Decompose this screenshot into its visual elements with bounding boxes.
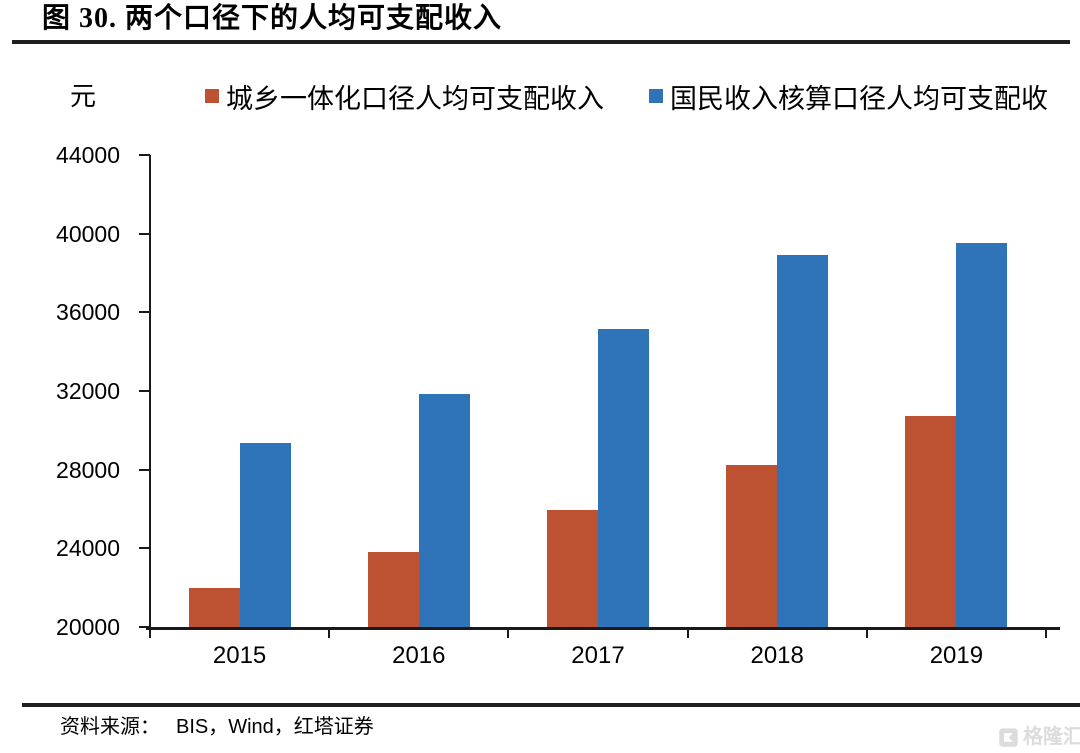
y-tick-label: 32000	[56, 378, 120, 404]
x-axis-tick	[865, 627, 868, 638]
legend-item-series2: 国民收入核算口径人均可支配收	[649, 80, 1048, 114]
y-tick-label: 44000	[56, 142, 120, 168]
y-tick-label: 24000	[56, 535, 120, 562]
bar-series2-2019	[956, 242, 1008, 627]
figure-title: 图 30. 两个口径下的人均可支配收入	[42, 3, 503, 34]
legend-item-series1: 城乡一体化口径人均可支配收入	[205, 80, 604, 114]
y-axis-tick	[139, 390, 150, 392]
source-text: BIS，Wind，红塔证券	[176, 716, 374, 738]
watermark-text: 格隆汇	[1023, 726, 1080, 748]
source-label: 资料来源：	[60, 716, 160, 738]
legend-label-series2: 国民收入核算口径人均可支配收	[670, 83, 1048, 114]
x-tick-label: 2018	[750, 642, 804, 669]
y-axis-tick	[139, 626, 150, 628]
y-tick-label: 40000	[56, 220, 120, 247]
legend-swatch-series1-icon	[205, 89, 219, 103]
x-axis-tick	[1045, 627, 1047, 638]
bar-series1-2018	[726, 465, 778, 627]
bar-series2-2018	[777, 255, 829, 627]
x-axis-tick	[149, 627, 151, 638]
bar-series2-2015	[239, 443, 291, 627]
y-axis-unit-label: 元	[70, 82, 97, 111]
y-axis-tick	[139, 232, 150, 235]
bar-series1-2019	[905, 415, 957, 627]
bar-series1-2016	[367, 551, 419, 627]
y-tick-label: 36000	[56, 299, 120, 326]
y-axis-tick	[139, 311, 150, 314]
title-divider-rule	[12, 40, 1070, 44]
x-tick-label: 2019	[929, 642, 984, 669]
x-tick-label: 2015	[212, 642, 267, 669]
y-axis-line	[149, 155, 151, 627]
bar-series2-2016	[418, 393, 470, 627]
legend-label-series1: 城乡一体化口径人均可支配收入	[226, 83, 604, 114]
y-axis-tick	[139, 468, 150, 471]
y-axis-tick	[139, 547, 150, 550]
x-axis-line	[146, 627, 1060, 630]
bar-series1-2015	[188, 588, 240, 627]
footer-divider-rule	[22, 703, 1080, 707]
y-tick-label: 28000	[56, 456, 120, 483]
watermark: 格隆汇	[998, 725, 1080, 749]
x-tick-label: 2017	[571, 642, 625, 669]
source-line: 资料来源： BIS，Wind，红塔证券	[60, 714, 374, 740]
x-axis-tick	[686, 627, 689, 638]
x-tick-label: 2016	[392, 642, 446, 669]
x-axis-tick	[328, 627, 331, 638]
bar-series1-2017	[547, 509, 598, 627]
legend-swatch-series2-icon	[649, 89, 663, 103]
y-axis-tick	[139, 154, 150, 156]
y-tick-label: 20000	[56, 614, 120, 640]
bar-series2-2017	[598, 329, 649, 627]
x-axis-tick	[507, 627, 510, 638]
gelonghui-logo-icon	[999, 727, 1018, 747]
